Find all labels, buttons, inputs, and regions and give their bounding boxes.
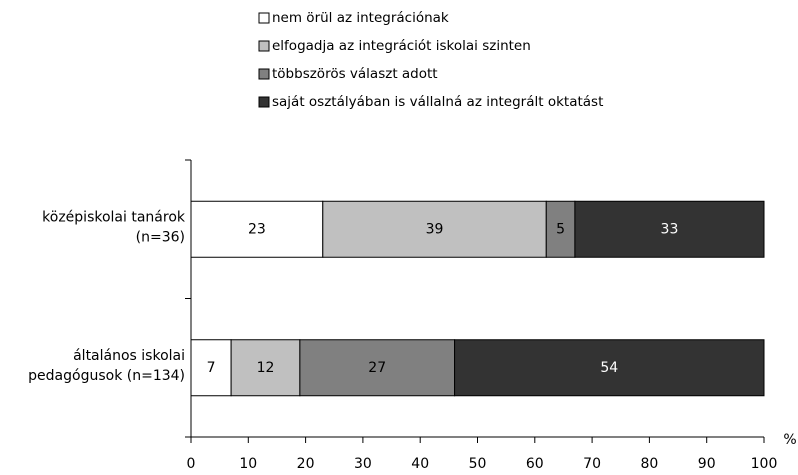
x-tick-label: 70 bbox=[583, 456, 601, 472]
category-label: középiskolai tanárok bbox=[42, 209, 186, 225]
bar-segment bbox=[322, 200, 547, 258]
legend-swatch bbox=[258, 96, 270, 108]
bar-segment bbox=[545, 200, 576, 258]
legend-swatch bbox=[258, 68, 270, 80]
category-label: általános iskolai bbox=[73, 348, 185, 364]
legend-label: saját osztályában is vállalná az integrá… bbox=[272, 94, 603, 110]
legend-label: elfogadja az integrációt iskolai szinten bbox=[272, 38, 531, 54]
data-label: 27 bbox=[368, 360, 386, 376]
x-tick-label: 100 bbox=[751, 456, 778, 472]
category-label: pedagógusok (n=134) bbox=[28, 368, 185, 384]
x-tick-label: 30 bbox=[354, 456, 372, 472]
data-label: 54 bbox=[600, 360, 618, 376]
data-label: 5 bbox=[556, 221, 565, 237]
data-label: 12 bbox=[257, 360, 275, 376]
x-tick-label: 90 bbox=[698, 456, 716, 472]
x-axis-label: % bbox=[783, 432, 796, 448]
legend-swatch bbox=[258, 40, 270, 52]
bar-segment bbox=[190, 200, 324, 258]
bar-segment bbox=[574, 200, 765, 258]
category-label: (n=36) bbox=[136, 229, 185, 245]
x-tick-label: 50 bbox=[469, 456, 487, 472]
bar-segment bbox=[454, 339, 765, 397]
bar-segment bbox=[299, 339, 456, 397]
x-tick-label: 80 bbox=[640, 456, 658, 472]
x-tick-label: 60 bbox=[526, 456, 544, 472]
x-tick-label: 40 bbox=[411, 456, 429, 472]
x-tick-label: 0 bbox=[187, 456, 196, 472]
legend-label: többszörös választ adott bbox=[272, 66, 438, 82]
bar-segment bbox=[230, 339, 301, 397]
x-tick-label: 20 bbox=[297, 456, 315, 472]
data-label: 23 bbox=[248, 221, 266, 237]
data-label: 39 bbox=[426, 221, 444, 237]
legend-swatch bbox=[258, 12, 270, 24]
x-tick-label: 10 bbox=[239, 456, 257, 472]
data-label: 7 bbox=[207, 360, 216, 376]
legend-label: nem örül az integrációnak bbox=[272, 10, 449, 26]
bar-segment bbox=[190, 339, 232, 397]
data-label: 33 bbox=[661, 221, 679, 237]
